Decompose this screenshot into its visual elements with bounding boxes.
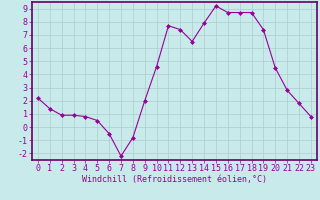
X-axis label: Windchill (Refroidissement éolien,°C): Windchill (Refroidissement éolien,°C) (82, 175, 267, 184)
